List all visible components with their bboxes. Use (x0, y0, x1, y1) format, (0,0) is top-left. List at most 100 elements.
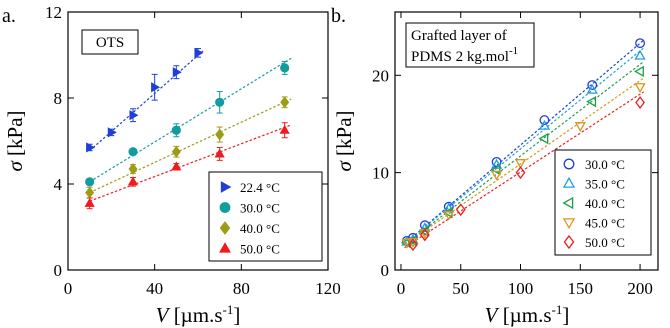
x-axis-unit: [µm.s (168, 303, 222, 327)
data-point-series-2 (215, 97, 225, 107)
panel-b-points (400, 38, 646, 252)
data-point-series-1 (86, 142, 96, 153)
y-tick-label: 10 (372, 164, 389, 183)
data-point-series-5 (455, 203, 466, 217)
x-tick-label: 150 (568, 279, 594, 298)
data-point-series-2 (280, 63, 290, 73)
y-tick-label: 12 (45, 3, 62, 22)
x-tick-label: 120 (315, 279, 341, 298)
x-axis-symbol: V (156, 303, 171, 327)
x-tick-label: 200 (627, 279, 653, 298)
legend-label-4: 45.0 °C (585, 216, 625, 231)
annotation-exponent: -1 (509, 45, 518, 57)
data-point-series-5 (408, 238, 418, 252)
y-axis-symbol: σ (3, 160, 27, 172)
data-point-series-1 (407, 232, 418, 243)
legend-label-2: 30.0 °C (240, 201, 280, 216)
annotation-line-2-text: PDMS 2 kg.mol (411, 49, 509, 65)
data-point-series-2 (85, 177, 95, 187)
y-tick-label: 8 (54, 89, 63, 108)
x-tick-label: 0 (397, 279, 406, 298)
panel-a: a. 0 40 80 120 0 4 8 12 OTS 22.4 °C 30.0 °C 40.0 … (2, 3, 341, 327)
y-axis-unit: [kPa] (3, 110, 27, 161)
data-point-series-5 (419, 228, 430, 242)
x-axis-exponent: -1 (223, 302, 234, 317)
panel-b-label: b. (331, 5, 346, 27)
data-point-series-4 (279, 124, 290, 134)
legend-marker-4 (562, 218, 576, 230)
data-point-series-1 (151, 82, 161, 93)
y-tick-label: 4 (54, 175, 63, 194)
data-point-series-1 (194, 47, 204, 58)
legend-label-2: 35.0 °C (585, 177, 625, 192)
data-point-series-3 (538, 132, 549, 145)
data-point-series-1 (107, 127, 117, 138)
data-point-series-3 (280, 96, 290, 109)
data-point-series-2 (128, 147, 138, 157)
data-point-series-4 (443, 210, 455, 221)
panel-b-y-axis-label: σ [kPa] (332, 110, 356, 171)
data-point-series-5 (635, 96, 645, 109)
x-axis-symbol: V (485, 303, 500, 327)
data-point-series-3 (586, 95, 597, 108)
panel-b-frame (394, 11, 659, 271)
annotation-line-1: Grafted layer of (411, 28, 507, 44)
data-point-series-3 (85, 186, 95, 199)
panel-b-x-axis-label: V [µm.s-1] (485, 302, 570, 327)
panel-a-legend: 22.4 °C 30.0 °C 40.0 °C 50.0 °C (208, 171, 323, 262)
data-point-series-2 (634, 49, 646, 60)
data-point-series-5 (515, 166, 526, 180)
fit-line-1 (89, 49, 205, 152)
annotation-text: OTS (96, 35, 124, 51)
fit-line-3 (404, 61, 645, 246)
x-tick-label: 100 (508, 279, 534, 298)
panel-a-ticks: 0 40 80 120 0 4 8 12 (45, 3, 341, 298)
x-tick-label: 50 (452, 279, 469, 298)
data-point-series-2 (490, 158, 503, 169)
annotation-box (81, 29, 139, 55)
data-point-series-4 (214, 148, 225, 158)
x-axis-close: ] (562, 303, 569, 327)
legend-marker-2 (562, 176, 576, 188)
legend-marker-1 (220, 181, 232, 193)
data-point-series-1 (635, 38, 646, 49)
panel-a-y-axis-label: σ [kPa] (3, 110, 27, 171)
panel-a-label: a. (2, 5, 16, 27)
y-tick-label: 20 (372, 66, 389, 85)
legend-marker-3 (562, 196, 574, 210)
fit-line-1 (404, 39, 645, 245)
data-point-series-1 (172, 67, 182, 78)
data-point-series-1 (587, 80, 598, 90)
panel-a-points (84, 47, 290, 210)
panel-b-legend: 30.0 °C 35.0 °C 40.0 °C 45.0 °C 50.0 °C (554, 149, 652, 256)
legend-label-4: 50.0 °C (240, 242, 280, 257)
data-point-series-1 (539, 115, 550, 126)
data-point-series-3 (128, 163, 138, 175)
legend-marker-3 (219, 221, 231, 235)
panel-a-fit-lines (89, 49, 292, 202)
y-tick-label: 0 (54, 261, 63, 280)
legend-label-1: 30.0 °C (585, 157, 625, 172)
data-point-series-4 (634, 83, 646, 94)
data-point-series-1 (129, 110, 139, 121)
data-point-series-4 (171, 161, 182, 171)
x-tick-label: 40 (146, 279, 163, 298)
data-point-series-3 (634, 65, 644, 78)
y-axis-symbol: σ (332, 160, 356, 172)
data-point-series-2 (171, 125, 181, 135)
x-tick-label: 0 (64, 279, 73, 298)
data-point-series-4 (514, 159, 527, 169)
legend-label-5: 50.0 °C (585, 235, 625, 250)
legend-box (554, 149, 652, 256)
legend-marker-4 (219, 242, 231, 253)
data-point-series-2 (586, 83, 598, 94)
x-tick-label: 80 (233, 279, 250, 298)
legend-marker-1 (563, 158, 575, 170)
legend-marker-5 (563, 234, 575, 250)
data-point-series-2 (538, 119, 551, 130)
data-point-series-4 (84, 197, 95, 207)
legend-label-3: 40.0 °C (240, 221, 280, 236)
x-axis-exponent: -1 (552, 302, 563, 317)
panel-a-x-axis-label: V [µm.s-1] (156, 302, 241, 327)
